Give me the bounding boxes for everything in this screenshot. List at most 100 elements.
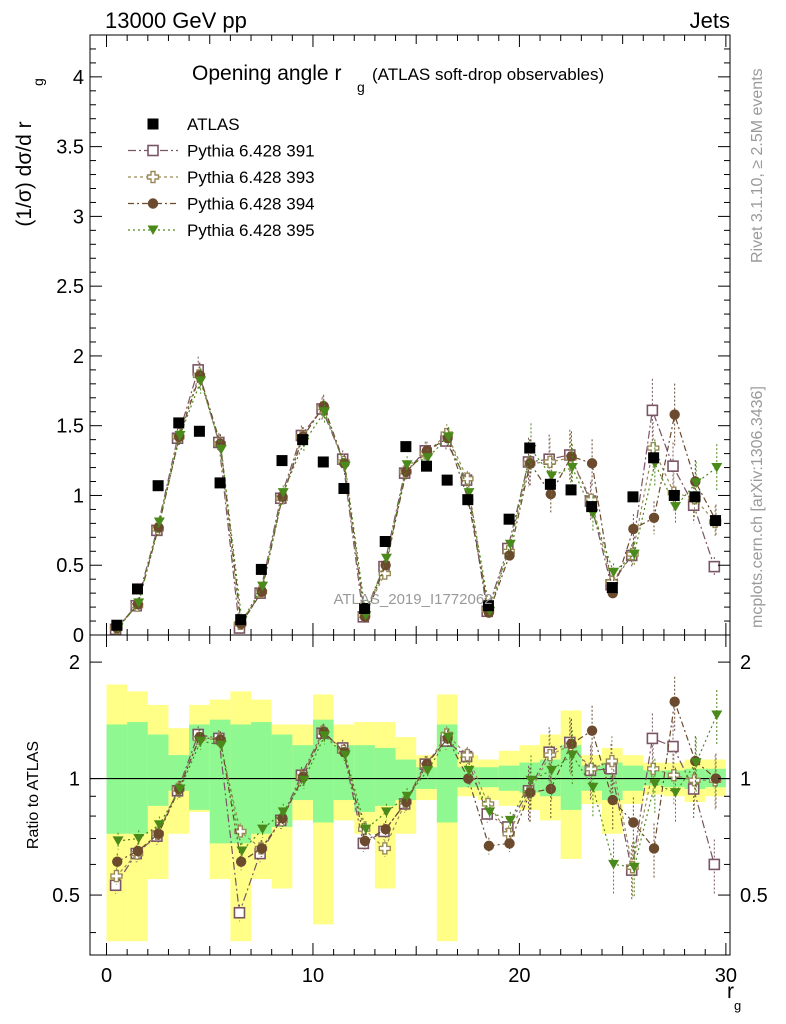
main-y-tick-label: 1.5 — [56, 416, 84, 438]
main-y-tick-label: 0 — [73, 625, 84, 647]
ratio-series-marker-shape — [648, 843, 660, 854]
ratio-series-marker — [133, 834, 145, 844]
main-plot-frame — [89, 34, 731, 636]
ratio-series-marker — [586, 725, 598, 736]
atlas-data-point-shape — [131, 583, 143, 595]
atlas-data-point-shape — [503, 513, 515, 525]
ratio-series-marker-shape — [646, 732, 659, 745]
ratio-series-marker — [710, 773, 722, 784]
main-series-marker — [319, 407, 331, 417]
ratio-series-marker — [646, 732, 659, 745]
ratio-series-marker-shape — [524, 787, 536, 798]
atlas-data-point — [544, 478, 556, 490]
main-series-marker — [628, 523, 639, 535]
uncertainty-band-inner — [312, 719, 334, 823]
ratio-series-marker-shape — [504, 838, 515, 849]
main-axes: 0 0.5 1 1.5 2 2.5 3 3.5 4 — [56, 35, 730, 647]
atlas-data-point — [214, 477, 226, 489]
ratio-series-marker — [690, 758, 702, 768]
ratio-series-marker-shape — [422, 765, 434, 776]
atlas-data-point-shape — [565, 484, 577, 496]
main-series-marker-shape — [524, 458, 536, 469]
legend-marker-shape — [146, 170, 160, 184]
main-series-marker-shape — [648, 512, 660, 523]
main-series-marker — [256, 586, 267, 597]
ratio-series-marker-shape — [545, 783, 556, 795]
main-series-marker — [504, 539, 516, 550]
main-series-marker-shape — [257, 581, 269, 592]
ratio-series-marker — [524, 787, 536, 798]
ratio-series-marker — [319, 731, 331, 741]
main-series-marker — [422, 453, 434, 463]
ratio-series-marker — [545, 783, 556, 795]
ratio-series-marker-shape — [483, 840, 495, 852]
main-series-marker — [380, 560, 391, 571]
atlas-data-point-shape — [235, 614, 247, 626]
main-series-marker — [546, 471, 558, 481]
atlas-data-point — [379, 536, 391, 548]
ratio-series-marker — [463, 765, 475, 776]
ratio-plot-content — [90, 676, 730, 942]
atlas-data-point-shape — [524, 442, 536, 454]
main-y-tick-label: 4 — [73, 67, 84, 89]
ratio-series-marker — [504, 815, 516, 826]
atlas-data-point-shape — [111, 619, 123, 631]
main-series-marker-shape — [669, 502, 681, 512]
ratio-series-marker-shape — [233, 906, 246, 919]
main-series-marker-shape — [195, 376, 207, 387]
uncertainty-band-inner — [436, 724, 458, 823]
main-y-tick-label: 0.5 — [56, 555, 84, 577]
ratio-series-marker-shape — [401, 791, 413, 802]
ratio-plot-frame — [89, 634, 731, 956]
atlas-data-point — [359, 602, 371, 614]
ratio-series-marker-shape — [256, 843, 267, 854]
ratio-series-marker — [648, 843, 660, 854]
legend-item: Pythia 6.428 395 — [128, 221, 315, 240]
ratio-series-marker-shape — [153, 828, 164, 839]
ratio-y-tick-label-right: 2 — [740, 652, 751, 674]
main-series-marker-shape — [628, 549, 640, 560]
atlas-data-point-shape — [441, 474, 453, 486]
atlas-data-point — [627, 491, 639, 503]
main-series-marker — [461, 472, 474, 485]
ratio-series-marker-shape — [711, 710, 723, 720]
energy-label: 13000 GeV pp — [105, 8, 247, 33]
x-tick-label: 10 — [302, 965, 324, 987]
ratio-series-marker-shape — [587, 782, 599, 793]
ratio-series-marker-shape — [605, 754, 619, 768]
legend-marker-shape — [147, 118, 159, 130]
legend-marker-shape — [147, 225, 159, 235]
ratio-y-tick-label: 2 — [69, 652, 80, 674]
atlas-data-point — [235, 614, 247, 626]
main-series-marker — [566, 451, 577, 462]
x-axis-label-subscript: g — [734, 998, 741, 1013]
ratio-series-marker-shape — [215, 740, 227, 751]
main-series-marker — [174, 430, 186, 441]
analysis-watermark: ATLAS_2019_I1772062 — [333, 591, 492, 608]
ratio-series-marker — [339, 750, 351, 761]
main-series-marker-shape — [667, 460, 679, 472]
ratio-series-marker-shape — [463, 765, 475, 776]
atlas-data-point-shape — [606, 582, 618, 594]
ratio-y-tick-label: 0.5 — [52, 885, 80, 907]
main-y-axis-label-text: (1/σ) dσ/d r — [13, 121, 36, 226]
x-axis-label-text: r — [727, 980, 734, 1003]
ratio-series-marker — [110, 869, 123, 883]
main-series-marker-shape — [708, 560, 721, 573]
ratio-series-marker — [380, 807, 392, 817]
ratio-y-tick-label-right: 1 — [740, 769, 751, 791]
main-series-marker — [195, 376, 207, 387]
atlas-data-point-shape — [462, 494, 474, 506]
main-series-marker-shape — [256, 586, 267, 597]
atlas-data-point-shape — [214, 477, 226, 489]
atlas-data-point — [482, 600, 494, 612]
main-series-marker-shape — [461, 472, 474, 485]
ratio-series-marker — [422, 765, 434, 776]
atlas-data-point — [710, 515, 722, 527]
ratio-series-marker — [298, 775, 310, 786]
main-series-marker — [648, 512, 660, 523]
ratio-series-marker-shape — [690, 758, 702, 768]
ratio-series-marker-shape — [607, 794, 618, 806]
ratio-series-marker — [112, 856, 123, 867]
legend-label: Pythia 6.428 395 — [187, 221, 315, 240]
